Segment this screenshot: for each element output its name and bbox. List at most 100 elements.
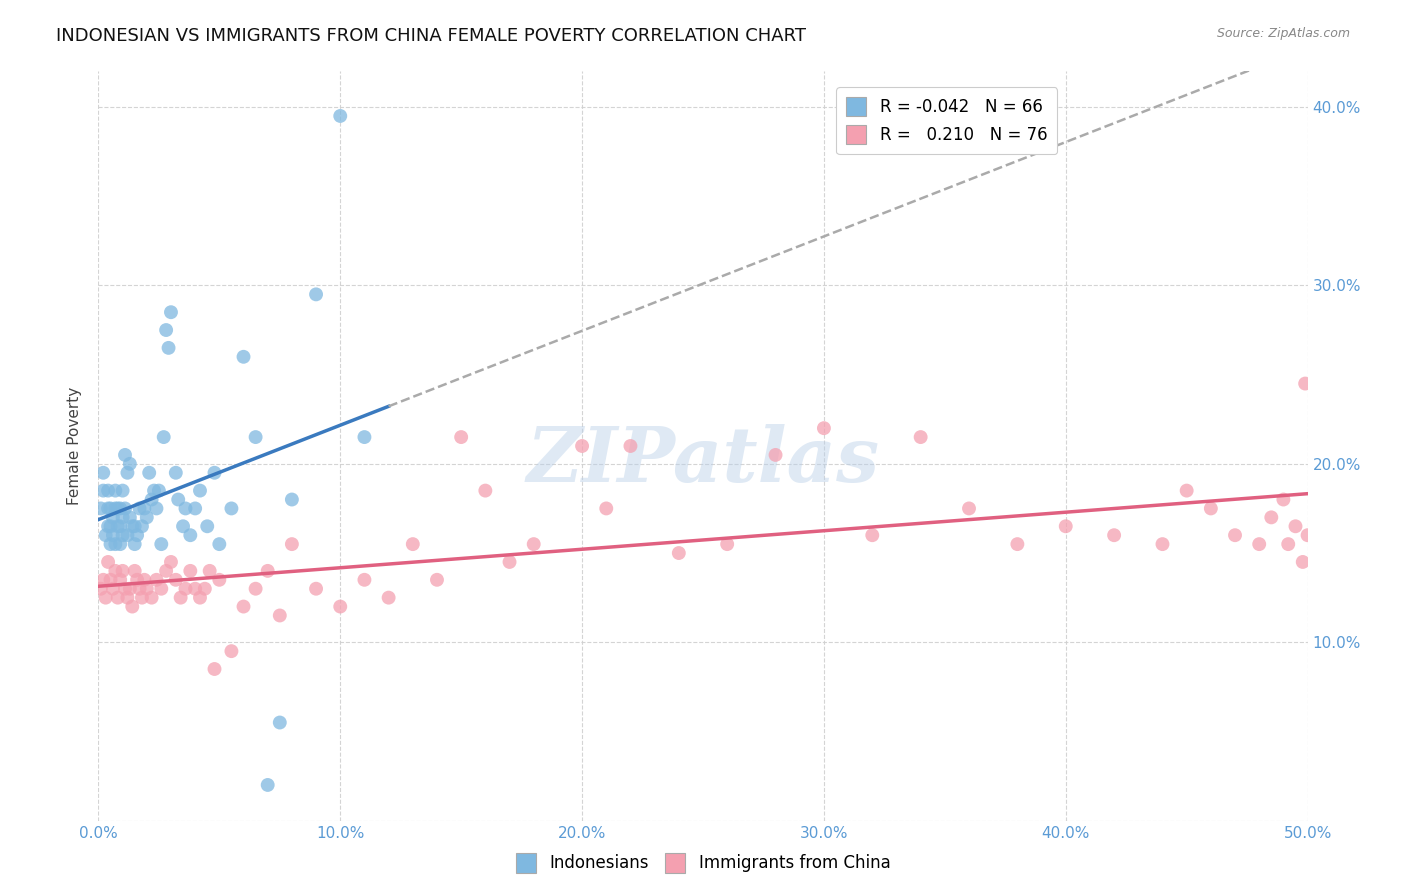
Point [128, 501, 150, 516]
Point [167, 492, 190, 507]
Point [104, 537, 127, 551]
Point [281, 537, 304, 551]
Point [860, 528, 883, 542]
Point [90, 582, 112, 596]
Point [329, 599, 352, 614]
Point [97, 519, 120, 533]
Point [1294, 376, 1316, 391]
Point [111, 510, 134, 524]
Point [114, 582, 136, 596]
Point [208, 537, 231, 551]
Point [1102, 528, 1125, 542]
Point [143, 483, 166, 498]
Point [127, 528, 149, 542]
Point [172, 519, 194, 533]
Point [221, 501, 243, 516]
Point [269, 608, 291, 623]
Point [1284, 519, 1306, 533]
Point [269, 715, 291, 730]
Point [131, 591, 153, 605]
Point [124, 519, 146, 533]
Point [1292, 555, 1315, 569]
Point [232, 599, 254, 614]
Point [150, 582, 173, 596]
Point [1223, 528, 1246, 542]
Point [100, 519, 122, 533]
Point [91, 483, 114, 498]
Point [104, 483, 127, 498]
Point [160, 555, 183, 569]
Point [94, 591, 117, 605]
Point [281, 492, 304, 507]
Point [194, 582, 217, 596]
Point [204, 466, 226, 480]
Point [101, 582, 124, 596]
Point [353, 430, 375, 444]
Point [141, 591, 163, 605]
Point [450, 430, 472, 444]
Text: ZIPatlas: ZIPatlas [526, 424, 880, 498]
Point [124, 537, 146, 551]
Point [160, 305, 183, 319]
Point [101, 528, 124, 542]
Point [174, 501, 197, 516]
Point [131, 519, 153, 533]
Point [1152, 537, 1174, 551]
Point [619, 439, 641, 453]
Point [184, 582, 207, 596]
Point [91, 573, 114, 587]
Point [111, 528, 134, 542]
Text: INDONESIAN VS IMMIGRANTS FROM CHINA FEMALE POVERTY CORRELATION CHART: INDONESIAN VS IMMIGRANTS FROM CHINA FEMA… [56, 27, 806, 45]
Point [121, 599, 143, 614]
Point [138, 466, 160, 480]
Point [595, 501, 617, 516]
Point [188, 591, 211, 605]
Point [118, 457, 141, 471]
Point [134, 501, 156, 516]
Point [108, 537, 131, 551]
Point [108, 501, 131, 516]
Point [813, 421, 835, 435]
Point [198, 564, 221, 578]
Point [188, 483, 211, 498]
Point [204, 662, 226, 676]
Point [1260, 510, 1282, 524]
Point [221, 644, 243, 658]
Point [157, 341, 180, 355]
Point [148, 483, 170, 498]
Point [114, 448, 136, 462]
Point [245, 430, 267, 444]
Text: Source: ZipAtlas.com: Source: ZipAtlas.com [1216, 27, 1350, 40]
Point [114, 501, 136, 516]
Point [1296, 528, 1319, 542]
Point [571, 439, 593, 453]
Point [117, 528, 139, 542]
Point [765, 448, 787, 462]
Point [107, 519, 129, 533]
Point [108, 573, 131, 587]
Point [91, 466, 114, 480]
Point [90, 501, 112, 516]
Point [668, 546, 690, 560]
Point [353, 573, 375, 587]
Point [165, 573, 187, 587]
Point [179, 564, 201, 578]
Point [104, 564, 127, 578]
Point [174, 582, 197, 596]
Point [101, 510, 124, 524]
Point [910, 430, 932, 444]
Point [169, 591, 191, 605]
Point [256, 564, 278, 578]
Point [498, 555, 520, 569]
Point [1277, 537, 1299, 551]
Point [135, 582, 157, 596]
Point [426, 573, 449, 587]
Point [232, 350, 254, 364]
Point [716, 537, 738, 551]
Y-axis label: Female Poverty: Female Poverty [67, 387, 83, 505]
Point [100, 537, 122, 551]
Point [1175, 483, 1198, 498]
Point [145, 501, 167, 516]
Point [117, 591, 139, 605]
Point [195, 519, 218, 533]
